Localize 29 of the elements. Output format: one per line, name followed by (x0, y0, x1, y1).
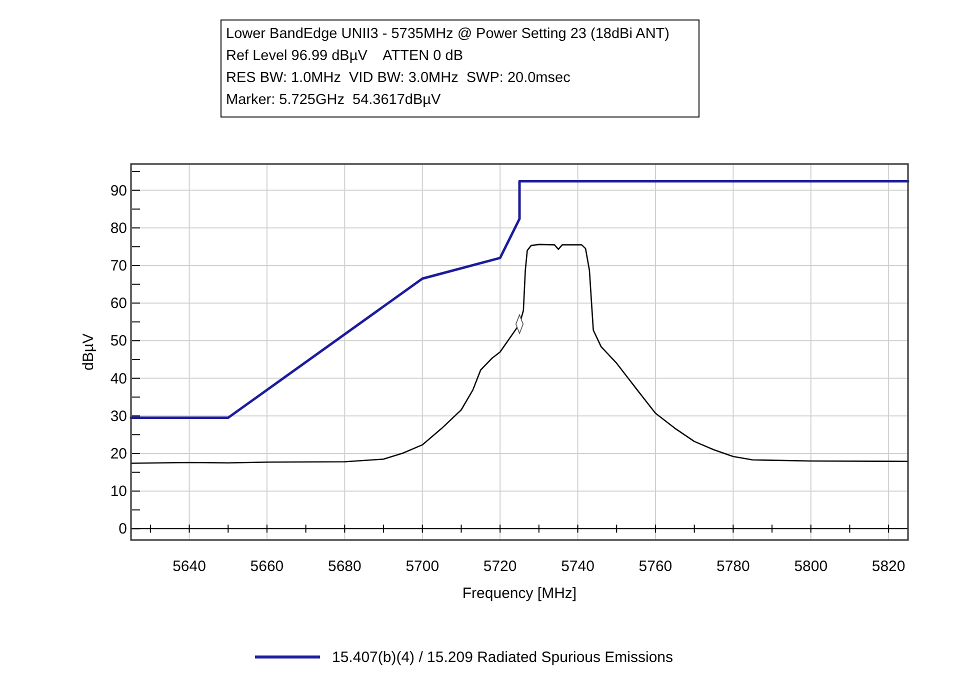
y-tick-label: 90 (110, 182, 127, 200)
x-tick-label: 5680 (328, 558, 362, 575)
x-tick-label: 5720 (483, 558, 517, 575)
y-tick-label: 40 (110, 370, 127, 388)
y-tick-label: 10 (110, 483, 127, 500)
x-axis-title: Frequency [MHz] (462, 585, 577, 602)
x-tick-label: 5640 (172, 558, 206, 575)
x-tick-label: 5780 (716, 558, 750, 575)
y-tick-label: 50 (110, 332, 127, 350)
y-tick-label: 0 (118, 520, 127, 538)
text: RES BW: 1.0MHz VID BW: 3.0MHz SWP: 20.0msec (226, 70, 570, 86)
x-tick-label: 5660 (250, 558, 284, 575)
x-tick-label: 5740 (561, 558, 594, 575)
y-tick-label: 60 (110, 295, 127, 312)
text: Ref Level 96.99 dBµV ATTEN 0 dB (226, 48, 463, 64)
x-tick-label: 5800 (794, 558, 828, 575)
x-tick-label: 5820 (872, 558, 906, 575)
y-tick-label: 20 (110, 445, 127, 462)
text: Marker: 5.725GHz 54.3617dBµV (226, 92, 442, 108)
line-series (130, 244, 909, 464)
x-tick-label: 5700 (406, 558, 440, 575)
y-tick-label: 70 (110, 257, 127, 274)
x-tick-label: 5760 (638, 558, 672, 575)
y-axis-title: dBµV (80, 334, 97, 370)
chart-title: Lower BandEdge UNII3 - 5735MHz @ Power Setting 23 (18dBi ANT) (226, 26, 670, 42)
line-series (130, 180, 910, 420)
y-tick-label: 30 (110, 408, 127, 425)
legend-label: 15.407(b)(4) / 15.209 Radiated Spurious Emissions (332, 649, 674, 666)
y-tick-label: 80 (110, 220, 127, 237)
